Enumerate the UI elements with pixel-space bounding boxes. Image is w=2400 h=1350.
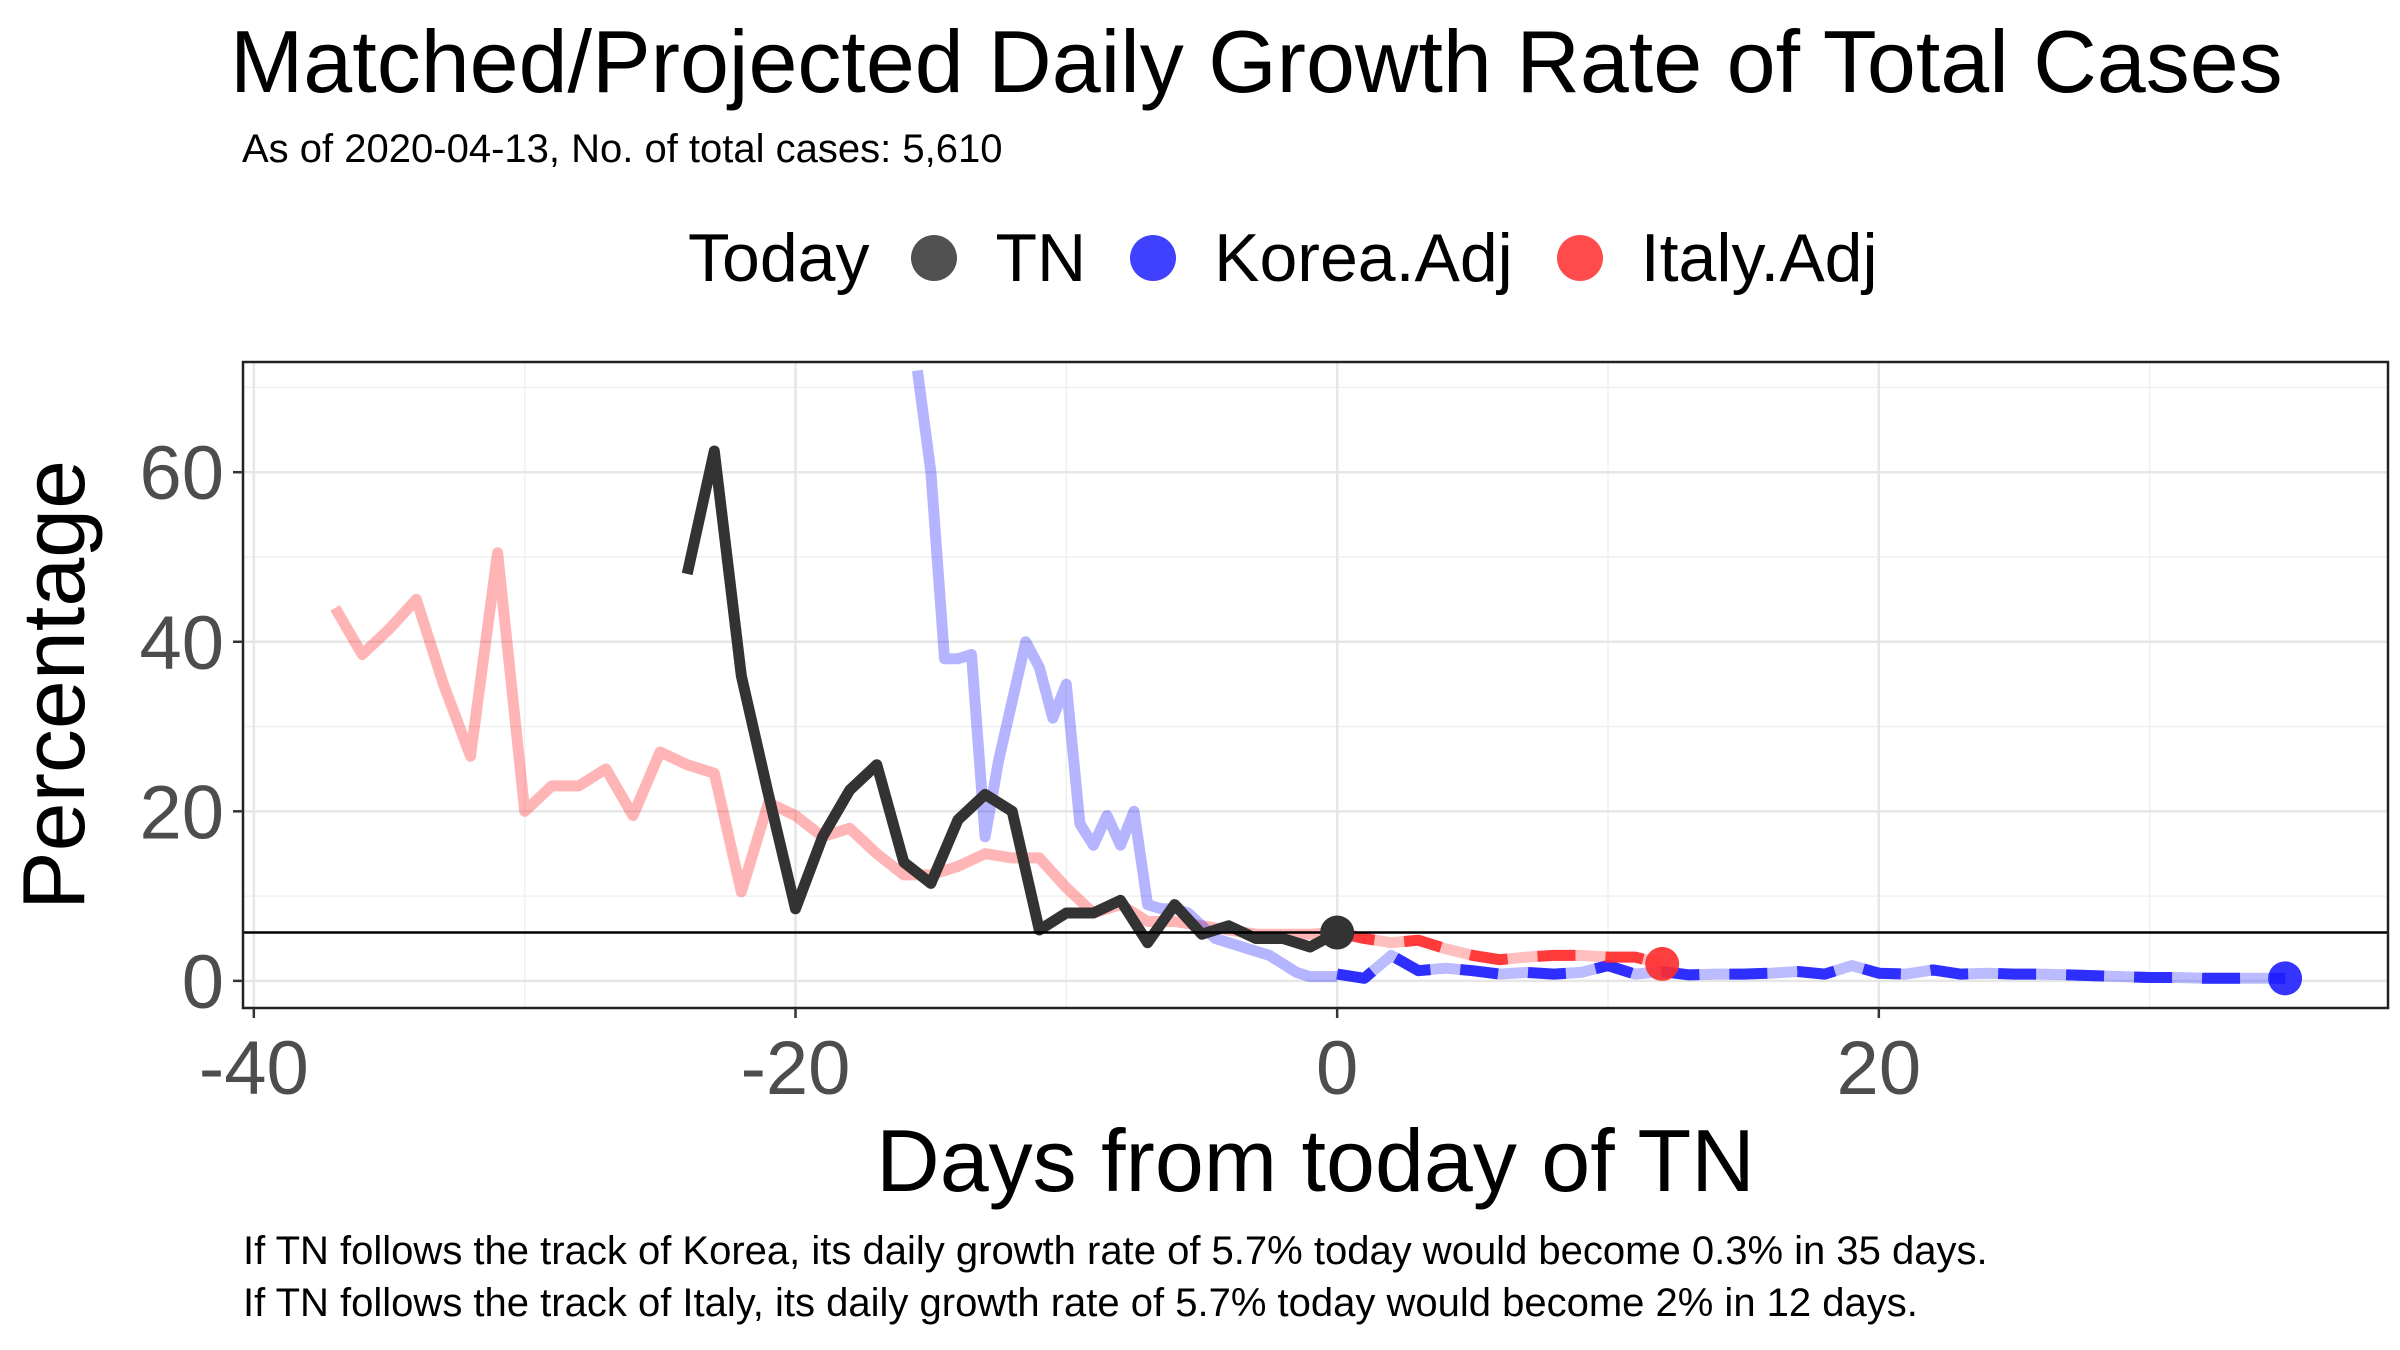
y-tick-label: 20: [139, 770, 224, 855]
legend-label-italy: Italy.Adj: [1640, 220, 1878, 296]
y-tick-label: 40: [139, 601, 224, 686]
chart-title: Matched/Projected Daily Growth Rate of T…: [230, 12, 2283, 111]
series-line-korea-projection: [1336, 949, 2286, 984]
x-axis-label: Days from today of TN: [876, 1111, 1755, 1210]
legend-key-tn: [911, 235, 958, 281]
x-tick-label: 20: [1837, 1026, 1922, 1111]
marker-korea-end: [2268, 961, 2303, 996]
legend-label-korea: Korea.Adj: [1214, 220, 1513, 296]
series-line-korea-history: [911, 369, 1338, 983]
marker-italy-end: [1645, 946, 1680, 981]
legend-key-italy: [1556, 235, 1603, 281]
x-tick-label: -40: [199, 1026, 309, 1111]
y-axis-label: Percentage: [4, 460, 103, 910]
chart-subtitle: As of 2020-04-13, No. of total cases: 5,…: [242, 127, 1003, 171]
series-line-italy-history: [330, 547, 1338, 940]
series-line-italy-projection: [1336, 927, 1664, 970]
plot-border: [241, 360, 2390, 1010]
legend-key-korea: [1130, 235, 1177, 281]
legend: Today TN Korea.Adj Italy.Adj: [688, 218, 1922, 298]
caption-italy: If TN follows the track of Italy, its da…: [243, 1281, 1918, 1325]
caption-korea: If TN follows the track of Korea, its da…: [243, 1229, 1988, 1273]
legend-item-italy: Italy.Adj: [1556, 219, 1878, 297]
legend-label-tn: TN: [995, 220, 1087, 296]
legend-title: Today: [688, 220, 870, 296]
y-tick-label: 60: [139, 431, 224, 516]
x-tick-label: -20: [741, 1026, 851, 1111]
plot-panel: [243, 362, 2388, 1008]
legend-item-korea: Korea.Adj: [1130, 219, 1513, 297]
legend-item-tn: TN: [911, 219, 1086, 297]
x-tick-label: 0: [1316, 1026, 1358, 1111]
series-line-tn: [681, 445, 1340, 953]
series-group: [243, 369, 2388, 996]
y-tick-label: 0: [182, 940, 224, 1025]
marker-tn-today: [1320, 915, 1355, 950]
